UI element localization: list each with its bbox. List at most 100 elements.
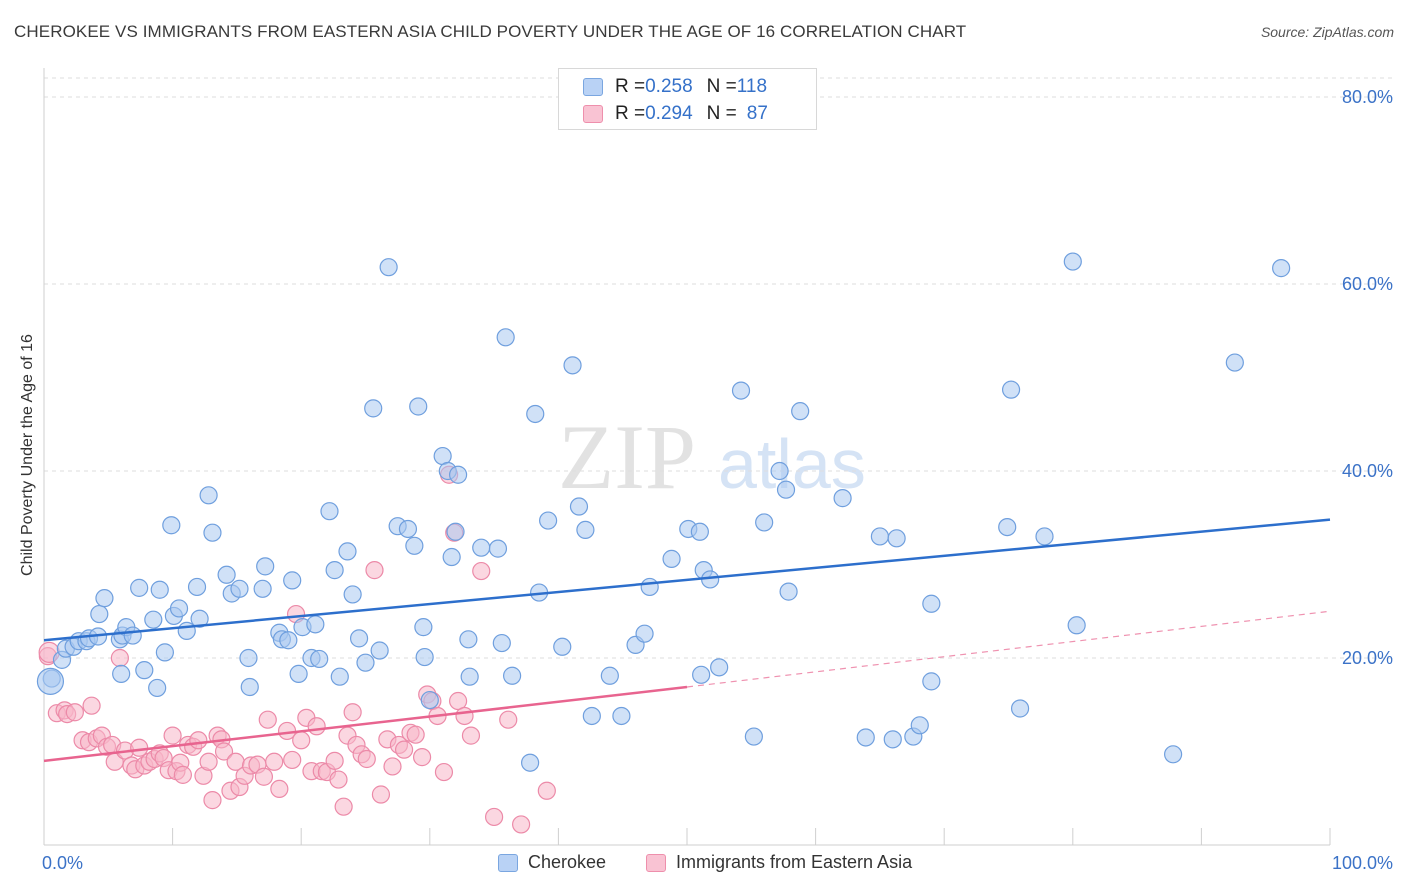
point-cherokee: [998, 517, 1017, 537]
point-cherokee: [526, 404, 545, 424]
point-immigrants: [173, 765, 192, 784]
point-immigrants: [485, 807, 504, 827]
r-value: 0.258: [645, 76, 693, 97]
point-cherokee: [123, 626, 142, 645]
point-cherokee: [240, 677, 259, 697]
n-label: N =: [706, 103, 737, 124]
point-cherokee: [320, 502, 339, 521]
point-cherokee: [112, 664, 131, 683]
n-value: 87: [746, 103, 768, 124]
point-immigrants: [265, 752, 284, 771]
point-cherokee: [409, 397, 428, 416]
chart-title: CHEROKEE VS IMMIGRANTS FROM EASTERN ASIA…: [14, 22, 967, 41]
point-immigrants: [283, 750, 302, 770]
point-immigrants: [371, 785, 391, 804]
point-cherokee: [177, 621, 196, 640]
point-immigrants: [270, 779, 289, 799]
point-immigrants: [365, 561, 384, 580]
point-cherokee: [405, 536, 424, 555]
stats-row-cherokee: R = 0.258 N = 118: [583, 74, 767, 100]
point-immigrants: [394, 740, 414, 759]
point-cherokee: [330, 667, 349, 686]
point-cherokee: [731, 381, 751, 400]
point-cherokee: [776, 480, 796, 499]
trend-line-immigrants: [43, 685, 688, 763]
point-immigrants: [325, 751, 344, 770]
point-cherokee: [460, 667, 479, 686]
point-cherokee: [1035, 527, 1054, 546]
point-cherokee: [1001, 380, 1021, 399]
point-cherokee: [1164, 745, 1183, 764]
point-immigrants: [406, 725, 425, 744]
point-cherokee: [414, 618, 433, 637]
point-cherokee: [95, 589, 114, 608]
point-cherokee: [199, 486, 218, 505]
point-cherokee: [922, 672, 941, 691]
point-cherokee: [356, 653, 375, 672]
point-cherokee: [1067, 616, 1086, 635]
axes: [43, 68, 1331, 846]
watermark: ZIP atlas: [558, 406, 866, 508]
point-immigrants: [512, 815, 531, 834]
point-immigrants: [343, 703, 362, 722]
point-immigrants: [357, 749, 376, 769]
point-cherokee: [187, 577, 207, 597]
point-cherokee: [256, 557, 275, 576]
point-cherokee: [36, 667, 65, 695]
point-immigrants: [383, 757, 402, 776]
point-cherokee: [472, 538, 491, 557]
series-cherokee-points: [36, 252, 1291, 772]
point-cherokee: [569, 497, 589, 516]
point-cherokee: [343, 585, 362, 604]
point-cherokee: [539, 511, 558, 530]
point-cherokee: [349, 629, 369, 648]
point-cherokee: [217, 565, 236, 584]
source-label: Source: ZipAtlas.com: [1260, 24, 1394, 40]
legend-swatch-cherokee: [583, 78, 603, 96]
point-cherokee: [922, 594, 941, 613]
x-tick-label: 0.0%: [42, 853, 83, 873]
series-immigrants-points: [38, 465, 556, 834]
point-cherokee: [1010, 699, 1030, 718]
point-cherokee: [856, 728, 875, 747]
point-cherokee: [448, 465, 468, 484]
legend-item-immigrants[interactable]: Immigrants from Eastern Asia: [646, 852, 912, 873]
point-cherokee: [442, 547, 461, 567]
point-immigrants: [537, 781, 556, 800]
point-immigrants: [412, 748, 432, 767]
point-cherokee: [283, 571, 302, 590]
trend-line-immigrants-extension: [686, 610, 1331, 688]
point-cherokee: [770, 461, 789, 481]
point-immigrants: [203, 791, 222, 810]
point-cherokee: [364, 399, 383, 418]
y-tick-label: 20.0%: [1342, 648, 1393, 668]
r-value: 0.294: [645, 103, 693, 124]
point-cherokee: [503, 666, 522, 685]
point-immigrants: [258, 710, 277, 729]
point-cherokee: [640, 577, 659, 597]
point-cherokee: [306, 615, 325, 634]
trend-line-cherokee: [43, 518, 1331, 642]
point-cherokee: [910, 716, 929, 735]
point-cherokee: [90, 604, 109, 624]
point-cherokee: [279, 631, 298, 650]
legend-swatch-cherokee: [498, 853, 518, 872]
y-tick-label: 40.0%: [1342, 461, 1393, 481]
point-immigrants: [130, 738, 149, 757]
legend-item-cherokee[interactable]: Cherokee: [498, 852, 606, 873]
point-cherokee: [144, 610, 163, 629]
point-cherokee: [289, 664, 308, 683]
point-immigrants: [448, 691, 468, 711]
point-immigrants: [461, 726, 481, 745]
point-cherokee: [612, 706, 631, 726]
point-cherokee: [1272, 259, 1291, 278]
point-cherokee: [162, 516, 181, 535]
point-cherokee: [887, 529, 906, 548]
stats-legend: R = 0.258 N = 118 R = 0.294 N = 87: [558, 68, 817, 130]
point-cherokee: [492, 633, 511, 653]
point-cherokee: [459, 630, 478, 649]
point-immigrants: [110, 648, 129, 668]
point-immigrants: [292, 731, 311, 750]
point-immigrants: [334, 797, 353, 816]
